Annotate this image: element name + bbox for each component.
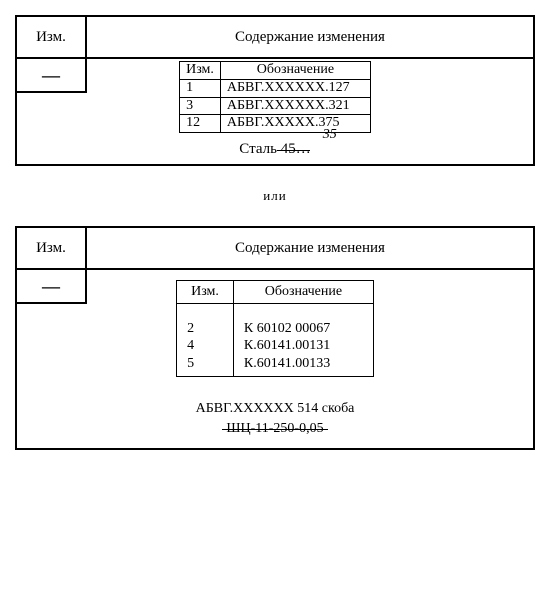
- cell-code: К 60102 00067: [233, 320, 373, 338]
- col-izm: Изм.: [180, 62, 221, 80]
- steel-line: Сталь 45… 35: [17, 141, 533, 158]
- cell-n: 3: [180, 97, 221, 115]
- dash-cell: —: [17, 270, 87, 304]
- table-row: 2 К 60102 00067: [177, 320, 374, 338]
- panel1-header: Изм. Содержание изменения: [17, 17, 533, 59]
- panel1-inner-table: Изм. Обозначение 1 АБВГ.ХХХХХХ.127 3 АБВ…: [179, 61, 371, 133]
- table-row: 12 АБВГ.ХХХХХ.375: [180, 115, 371, 133]
- cell-n: 1: [180, 79, 221, 97]
- steel-prefix: Сталь: [239, 141, 280, 157]
- panel2-header: Изм. Содержание изменения: [17, 228, 533, 270]
- cell-n: 12: [180, 115, 221, 133]
- cell-code: К.60141.00133: [233, 355, 373, 377]
- bottom-line2-struck: ШЦ-11-250-0,05: [226, 419, 323, 439]
- col-designation: Обозначение: [220, 62, 370, 80]
- table-row: 3 АБВГ.ХХХХХХ.321: [180, 97, 371, 115]
- header-izm: Изм.: [17, 228, 87, 270]
- change-panel-1: Изм. Содержание изменения — Изм. Обознач…: [15, 15, 535, 166]
- gap-row: [177, 304, 374, 320]
- col-designation: Обозначение: [233, 281, 373, 304]
- cell-code: АБВГ.ХХХХХХ.127: [220, 79, 370, 97]
- steel-super: 35: [323, 127, 337, 143]
- header-izm: Изм.: [17, 17, 87, 59]
- or-label: или: [15, 188, 535, 204]
- header-content: Содержание изменения: [87, 228, 533, 270]
- panel2-inner-table: Изм. Обозначение 2 К 60102 00067 4 К.601…: [176, 280, 374, 377]
- header-content: Содержание изменения: [87, 17, 533, 59]
- table-row: 1 АБВГ.ХХХХХХ.127: [180, 79, 371, 97]
- bottom-text: АБВГ.ХХХХХХ 514 скоба ШЦ-11-250-0,05: [17, 399, 533, 438]
- bottom-line1: АБВГ.ХХХХХХ 514 скоба: [17, 399, 533, 419]
- cell-code: К.60141.00131: [233, 337, 373, 355]
- cell-n: 4: [177, 337, 234, 355]
- cell-n: 2: [177, 320, 234, 338]
- steel-struck: 45: [281, 141, 296, 158]
- col-izm: Изм.: [177, 281, 234, 304]
- cell-code: АБВГ.ХХХХХХ.321: [220, 97, 370, 115]
- table-row: 5 К.60141.00133: [177, 355, 374, 377]
- table-row: 4 К.60141.00131: [177, 337, 374, 355]
- dash-cell: —: [17, 59, 87, 93]
- change-panel-2: Изм. Содержание изменения — Изм. Обознач…: [15, 226, 535, 450]
- cell-code: АБВГ.ХХХХХ.375: [220, 115, 370, 133]
- cell-n: 5: [177, 355, 234, 377]
